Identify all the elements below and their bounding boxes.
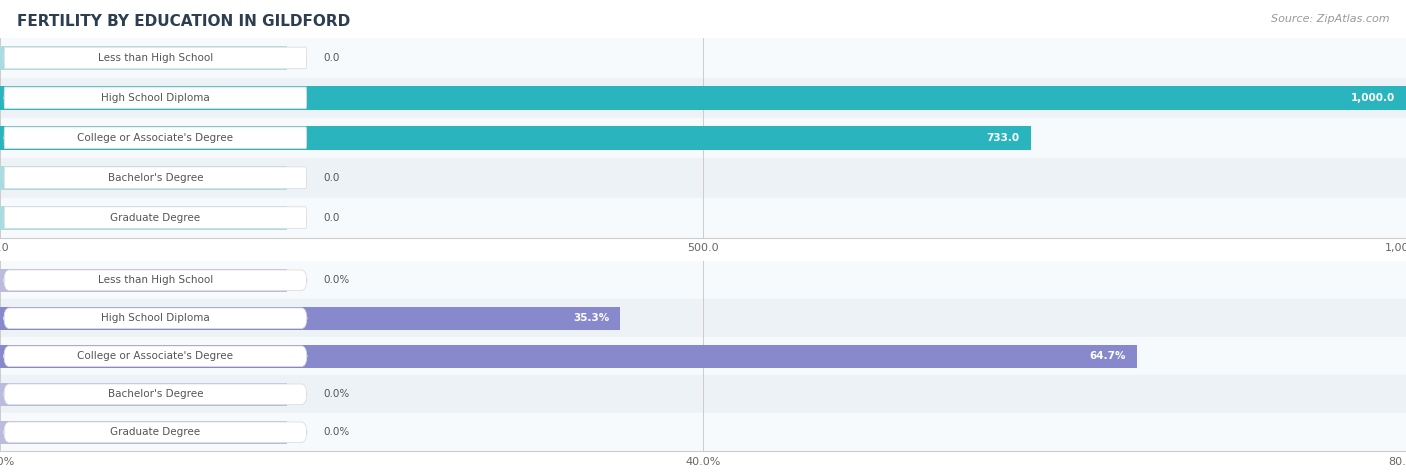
Text: 733.0: 733.0 <box>986 133 1019 143</box>
Text: College or Associate's Degree: College or Associate's Degree <box>77 351 233 361</box>
Text: Source: ZipAtlas.com: Source: ZipAtlas.com <box>1271 14 1389 24</box>
Text: 0.0%: 0.0% <box>323 427 350 437</box>
Bar <box>0 38 1406 78</box>
Text: 35.3%: 35.3% <box>572 313 609 323</box>
Bar <box>0 126 1031 150</box>
Text: 0.0%: 0.0% <box>323 389 350 399</box>
Bar <box>0 206 287 229</box>
FancyBboxPatch shape <box>4 87 307 109</box>
Text: 0.0: 0.0 <box>323 212 340 223</box>
Bar <box>0 118 1406 158</box>
Bar <box>0 307 620 330</box>
Text: Less than High School: Less than High School <box>98 53 212 63</box>
Bar <box>0 337 1406 375</box>
Bar <box>0 78 1406 118</box>
Bar <box>0 421 287 444</box>
Bar <box>0 261 1406 299</box>
FancyBboxPatch shape <box>4 207 307 228</box>
FancyBboxPatch shape <box>4 270 307 291</box>
Text: 0.0: 0.0 <box>323 53 340 63</box>
Text: Bachelor's Degree: Bachelor's Degree <box>108 389 202 399</box>
Text: Less than High School: Less than High School <box>98 275 212 285</box>
Bar <box>0 413 1406 451</box>
FancyBboxPatch shape <box>4 127 307 149</box>
Text: Graduate Degree: Graduate Degree <box>110 427 201 437</box>
Text: 1,000.0: 1,000.0 <box>1351 93 1395 103</box>
FancyBboxPatch shape <box>4 346 307 367</box>
FancyBboxPatch shape <box>4 308 307 329</box>
Bar <box>0 46 287 70</box>
Bar <box>0 198 1406 238</box>
Bar <box>0 299 1406 337</box>
Bar <box>0 158 1406 198</box>
Bar <box>0 86 1406 110</box>
Text: FERTILITY BY EDUCATION IN GILDFORD: FERTILITY BY EDUCATION IN GILDFORD <box>17 14 350 29</box>
FancyBboxPatch shape <box>4 384 307 405</box>
Text: 64.7%: 64.7% <box>1090 351 1126 361</box>
Text: High School Diploma: High School Diploma <box>101 93 209 103</box>
Text: College or Associate's Degree: College or Associate's Degree <box>77 133 233 143</box>
Bar <box>0 269 287 292</box>
Bar <box>0 345 1137 368</box>
Text: 0.0: 0.0 <box>323 172 340 183</box>
Text: Bachelor's Degree: Bachelor's Degree <box>108 172 202 183</box>
Bar <box>0 383 287 406</box>
Bar <box>0 375 1406 413</box>
FancyBboxPatch shape <box>4 167 307 189</box>
Bar <box>0 166 287 190</box>
Text: 0.0%: 0.0% <box>323 275 350 285</box>
FancyBboxPatch shape <box>4 422 307 443</box>
Text: High School Diploma: High School Diploma <box>101 313 209 323</box>
FancyBboxPatch shape <box>4 47 307 69</box>
Text: Graduate Degree: Graduate Degree <box>110 212 201 223</box>
